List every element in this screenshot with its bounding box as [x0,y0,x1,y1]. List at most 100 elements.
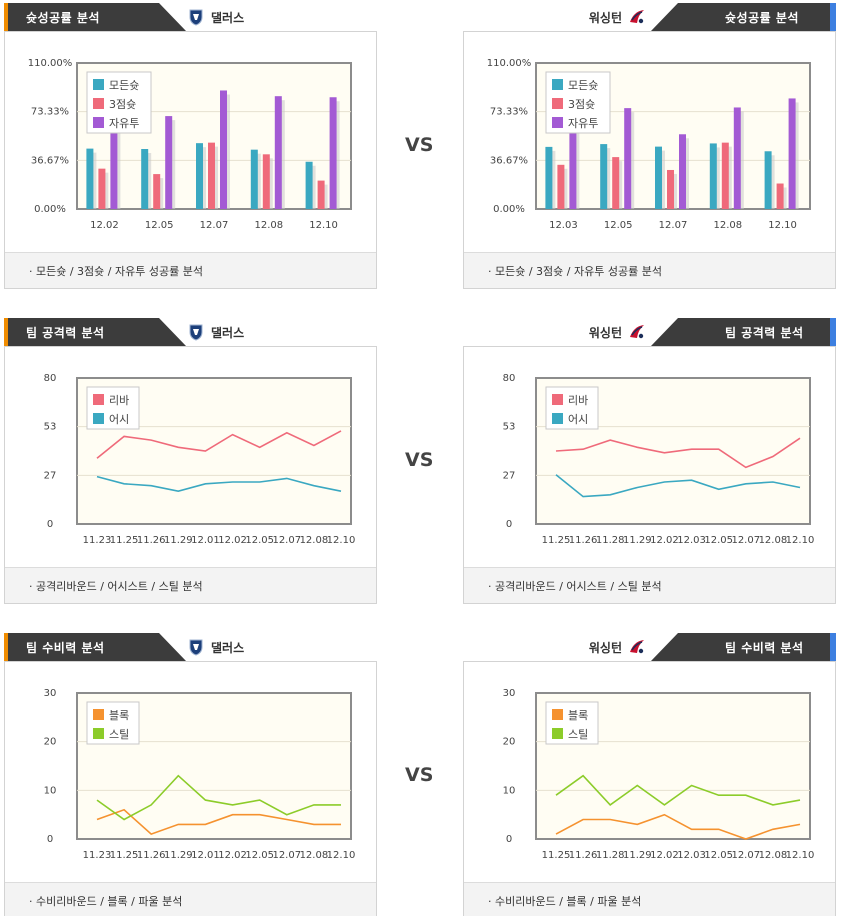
y-tick-label: 0 [47,834,53,845]
section-title: 팀 수비력 분석 [26,641,105,655]
section-title: 슛성공률 분석 [26,11,100,25]
x-tick-label: 12.08 [300,535,329,546]
tab-background [651,3,836,31]
legend-label: 스틸 [568,728,588,741]
legend-label: 모든슛 [568,79,598,92]
x-tick-label: 11.28 [596,535,625,546]
x-tick-label: 11.26 [569,535,598,546]
x-tick-label: 12.05 [604,220,633,231]
bar [208,142,215,209]
x-tick-label: 12.10 [327,535,356,546]
x-tick-label: 12.05 [245,535,274,546]
section-title-tab: 팀 수비력 분석 [651,633,836,661]
team-name: 워싱턴 [588,10,622,25]
section-header: 팀 수비력 분석 워싱턴 [463,633,836,661]
legend-label: 어시 [109,413,129,426]
title-tab-shape [4,3,186,31]
y-tick-label: 110.00% [487,58,532,69]
legend-swatch [93,728,104,739]
x-tick-label: 12.02 [218,535,247,546]
section-title: 슛성공률 분석 [725,11,799,25]
tab-accent [830,318,836,346]
chart: 0.00% 36.67% 73.33% 110.00% 12.03 12.05 12.07 1… [487,58,811,231]
chart: 0.00% 36.67% 73.33% 110.00% 12.02 12.05 12.07 1… [28,58,352,231]
legend-label: 3점슛 [109,98,136,111]
x-tick-label: 12.10 [327,850,356,861]
x-tick-label: 12.07 [731,535,760,546]
y-tick-label: 80 [503,373,516,384]
title-tab-shape [4,318,186,346]
bar [220,90,227,209]
x-tick-label: 12.10 [768,220,797,231]
y-tick-label: 110.00% [28,58,73,69]
left-panel: 팀 공격력 분석 댈러스 0 27 53 80 11.23 11.25 11.26 11.29 12… [4,318,377,604]
section-title: 팀 공격력 분석 [725,326,804,340]
left-panel: 팀 수비력 분석 댈러스 0 10 20 30 11.23 11.25 11.26 11.29 12… [4,633,377,916]
x-tick-label: 12.08 [759,850,788,861]
x-tick-label: 11.25 [110,535,139,546]
legend-swatch [552,98,563,109]
mavericks-logo-icon [189,639,203,656]
legend-swatch [552,413,563,424]
x-tick-label: 12.07 [200,220,229,231]
wizards-logo-icon [630,325,644,339]
bar [557,164,565,209]
y-tick-label: 0 [506,519,512,530]
x-tick-label: 12.07 [272,535,301,546]
x-tick-label: 12.02 [90,220,119,231]
x-tick-label: 12.08 [759,535,788,546]
bar [98,168,106,209]
section-header: 슛성공률 분석 워싱턴 [463,3,836,31]
bar [250,149,258,209]
tab-accent [4,318,8,346]
x-tick-label: 11.26 [137,850,166,861]
team-name-left: 댈러스 [187,638,244,656]
x-tick-label: 12.03 [677,535,706,546]
bar [545,146,553,209]
x-tick-label: 12.08 [713,220,742,231]
mavericks-logo-icon [189,324,203,341]
section-title: 팀 수비력 분석 [725,641,804,655]
vs-label: VS [405,134,434,156]
y-tick-label: 30 [44,688,57,699]
legend-label: 리바 [109,394,129,407]
team-name-right: 워싱턴 [589,638,646,656]
chart-caption: · 수비리바운드 / 블록 / 파울 분석 [5,882,376,916]
bar [624,108,632,209]
title-tab-shape [651,318,836,346]
legend-label: 스틸 [109,728,129,741]
legend-label: 모든슛 [109,79,139,92]
bar [196,143,203,209]
y-tick-label: 73.33% [31,107,69,118]
section-header: 슛성공률 분석 댈러스 [4,3,377,31]
section-title-tab: 팀 공격력 분석 [651,318,836,346]
y-tick-label: 0 [47,519,53,530]
bar [667,169,674,209]
series-line [96,808,341,836]
section-header: 팀 공격력 분석 댈러스 [4,318,377,346]
right-panel: 팀 수비력 분석 워싱턴 0 10 20 30 11.25 11.26 11.28 11.29 12… [463,633,836,916]
legend-swatch [93,79,104,90]
chart: 027538011.2511.2611.2811.2912.0212.0312.… [503,373,815,546]
bar [721,142,729,209]
y-tick-label: 27 [503,470,516,481]
x-tick-label: 11.23 [83,535,112,546]
chart-caption: · 공격리바운드 / 어시스트 / 스틸 분석 [5,567,376,603]
tab-accent [4,633,8,661]
x-tick-label: 12.05 [704,850,733,861]
x-tick-label: 12.10 [786,850,815,861]
x-tick-label: 12.07 [272,850,301,861]
series-line [96,475,342,493]
y-tick-label: 36.67% [490,155,528,166]
mavericks-logo-icon [189,9,203,26]
bar [262,154,270,209]
legend-swatch [93,117,104,128]
bar [274,96,282,209]
y-tick-label: 30 [503,688,516,699]
bar [165,116,173,209]
team-name: 댈러스 [211,640,245,655]
bar [110,126,118,209]
y-tick-label: 27 [44,470,57,481]
x-tick-label: 11.28 [596,850,625,861]
series-line [555,813,801,840]
